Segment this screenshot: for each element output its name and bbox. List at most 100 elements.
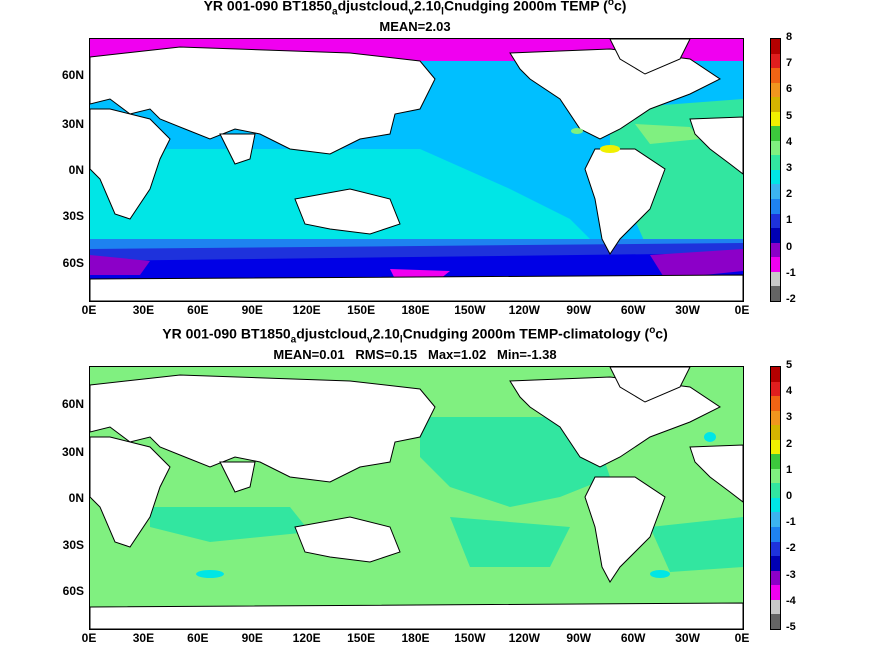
- top-lon-label: 0E: [81, 303, 97, 317]
- bottom-lon-label: 60E: [187, 631, 209, 645]
- atlantic-warm-patch: [635, 124, 700, 144]
- bottom-colorbar-swatch: [771, 527, 780, 542]
- bottom-colorbar-swatch: [771, 425, 780, 440]
- bottom-lon-label: 30E: [132, 631, 155, 645]
- bottom-colorbar-swatch: [771, 439, 780, 455]
- top-stats: MEAN=2.03: [379, 19, 451, 34]
- bottom-colorbar-swatch: [771, 585, 780, 600]
- bottom-lon-label: 150E: [347, 631, 376, 645]
- bottom-colorbar-swatch: [771, 556, 780, 571]
- top-lat-30s: 30S: [62, 209, 84, 223]
- bottom-lon-label: 150W: [454, 631, 486, 645]
- gulf-patch: [571, 128, 583, 134]
- top-lon-label: 120W: [508, 303, 540, 317]
- bottom-stats: MEAN=0.01 RMS=0.15 Max=1.02 Min=-1.38: [273, 347, 557, 362]
- top-colorbar-label: 5: [786, 109, 793, 122]
- bottom-colorbar-swatch: [771, 570, 780, 586]
- top-colorbar-swatch: [771, 97, 780, 112]
- continents-bottom: [90, 367, 743, 629]
- south-atlantic-neutral: [650, 517, 743, 572]
- top-lat-60n: 60N: [61, 68, 84, 82]
- bottom-lon-label: 120E: [292, 631, 321, 645]
- top-lon-label: 150E: [347, 303, 376, 317]
- top-colorbar-swatch: [771, 286, 780, 301]
- drake-cool-patch: [650, 570, 670, 578]
- bottom-colorbar-swatch: [771, 396, 780, 411]
- top-lon-label: 60W: [620, 303, 646, 317]
- top-colorbar-label: 6: [786, 83, 793, 96]
- atlantic-cool-patch: [704, 432, 716, 442]
- bottom-lat-0n: 0N: [68, 491, 84, 505]
- top-lon-label: 150W: [454, 303, 486, 317]
- top-colorbar-swatch: [771, 199, 780, 214]
- top-colorbar-swatch: [771, 213, 780, 229]
- bottom-colorbar-label: -4: [786, 594, 796, 607]
- continents: [90, 39, 743, 301]
- top-colorbar-swatch: [771, 257, 780, 272]
- top-lon-label: 60E: [187, 303, 209, 317]
- top-colorbar-label: -2: [786, 293, 796, 305]
- top-map: [89, 38, 744, 302]
- bottom-lon-label: 30W: [675, 631, 700, 645]
- bottom-lat-30s: 30S: [62, 538, 84, 552]
- bottom-colorbar-swatch: [771, 497, 780, 513]
- top-colorbar-swatch: [771, 271, 780, 287]
- top-colorbar-swatch: [771, 68, 780, 83]
- south-pacific-neutral: [450, 517, 570, 567]
- bottom-colorbar-swatch: [771, 541, 780, 557]
- bottom-colorbar-label: -3: [786, 568, 796, 581]
- top-colorbar-label: 0: [786, 240, 793, 253]
- bottom-lon-label: 0E: [734, 631, 750, 645]
- top-colorbar-swatch: [771, 53, 780, 69]
- bottom-colorbar-label: -5: [786, 621, 796, 633]
- bottom-lat-60n: 60N: [61, 397, 84, 411]
- top-colorbar-label: 2: [786, 188, 793, 201]
- bottom-colorbar-swatch: [771, 410, 780, 426]
- bottom-colorbar-swatch: [771, 512, 780, 528]
- bottom-lon-label: 180E: [401, 631, 430, 645]
- top-colorbar-swatch: [771, 242, 780, 258]
- top-colorbar-swatch: [771, 39, 780, 54]
- bottom-lon-label: 90E: [241, 631, 263, 645]
- top-map-canvas: [90, 39, 743, 301]
- pacific-neutral: [420, 417, 610, 507]
- southern-cool-patch: [196, 570, 224, 578]
- bottom-colorbar-swatch: [771, 483, 780, 498]
- southern-purple-west: [90, 255, 150, 275]
- bottom-lon-label: 0E: [81, 631, 97, 645]
- bottom-colorbar-swatch: [771, 454, 780, 469]
- bottom-colorbar: [770, 366, 781, 630]
- caribbean-warm-patch: [600, 145, 620, 153]
- bottom-colorbar-swatch: [771, 367, 780, 382]
- bottom-colorbar-label: 2: [786, 437, 793, 450]
- bottom-colorbar-label: -1: [786, 516, 796, 529]
- bottom-lon-label: 90W: [566, 631, 592, 645]
- bottom-colorbar-label: -2: [786, 542, 796, 555]
- southern-purple-east: [650, 249, 743, 279]
- bottom-colorbar-swatch: [771, 381, 780, 397]
- bottom-lon-label: 120W: [508, 631, 540, 645]
- top-colorbar-label: 3: [786, 162, 793, 174]
- top-title: YR 001-090 BT1850adjustcloudv2.10lCnudgi…: [203, 0, 627, 18]
- top-colorbar-label: 4: [786, 135, 793, 148]
- bottom-colorbar-swatch: [771, 599, 780, 615]
- top-colorbar-label: 8: [786, 31, 793, 43]
- bottom-colorbar-label: 3: [786, 411, 793, 424]
- bottom-map-canvas: [90, 367, 743, 629]
- top-colorbar-swatch: [771, 184, 780, 200]
- top-lat-30n: 30N: [61, 117, 84, 131]
- top-colorbar-swatch: [771, 140, 780, 156]
- bottom-title: YR 001-090 BT1850adjustcloudv2.10lCnudgi…: [162, 325, 668, 346]
- top-colorbar-label: -1: [786, 266, 796, 279]
- top-colorbar-swatch: [771, 169, 780, 185]
- bottom-colorbar-swatch: [771, 614, 780, 629]
- bottom-lon-label: 60W: [620, 631, 646, 645]
- top-colorbar-label: 1: [786, 214, 793, 227]
- top-colorbar-swatch: [771, 126, 780, 141]
- bottom-colorbar-label: 4: [786, 385, 793, 398]
- top-colorbar-swatch: [771, 111, 780, 127]
- top-lon-label: 0E: [734, 303, 750, 317]
- top-lon-label: 180E: [401, 303, 430, 317]
- top-lon-label: 120E: [292, 303, 321, 317]
- top-lon-label: 90W: [566, 303, 592, 317]
